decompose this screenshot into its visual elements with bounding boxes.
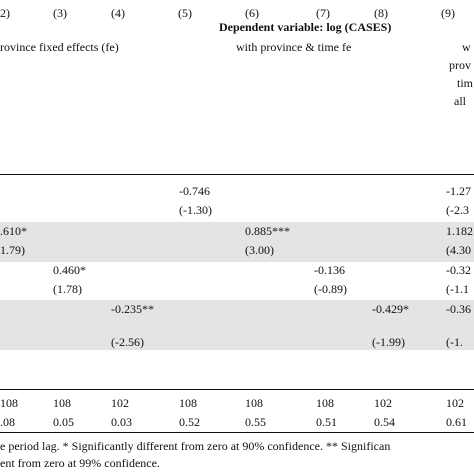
shaded-row-band bbox=[0, 222, 474, 262]
tstat-cell: (-1. bbox=[446, 335, 463, 349]
coef-cell: -0.746 bbox=[179, 184, 210, 198]
shaded-row-band bbox=[0, 300, 474, 350]
table-note-line: e period lag. * Significantly different … bbox=[0, 439, 391, 453]
table-rule-body-bottom bbox=[0, 389, 474, 390]
col9-header-line: w bbox=[462, 40, 471, 54]
coef-cell: -0.235** bbox=[111, 302, 154, 316]
tstat-cell: (3.00) bbox=[245, 243, 274, 257]
coef-cell: 1.182 bbox=[446, 224, 473, 238]
coef-cell: -0.136 bbox=[314, 263, 345, 277]
coef-cell: .610* bbox=[0, 224, 27, 238]
coef-cell: -0.429* bbox=[372, 302, 409, 316]
table-rule-header bbox=[0, 174, 474, 175]
r2-cell: .08 bbox=[0, 415, 15, 429]
obs-cell: 108 bbox=[316, 396, 334, 410]
dependent-variable-title: Dependent variable: log (CASES) bbox=[219, 20, 392, 34]
coef-cell: 0.460* bbox=[53, 263, 86, 277]
obs-cell: 108 bbox=[179, 396, 197, 410]
tstat-cell: (-2.56) bbox=[111, 335, 144, 349]
col-number-4: (4) bbox=[111, 6, 125, 20]
col-number-8: (8) bbox=[374, 6, 388, 20]
col-number-3: (3) bbox=[53, 6, 67, 20]
col9-header-line: all bbox=[454, 94, 466, 108]
col9-header-line: prov bbox=[449, 58, 471, 72]
r2-cell: 0.55 bbox=[245, 415, 266, 429]
group-label-province-time-fe: with province & time fe bbox=[236, 40, 352, 54]
obs-cell: 108 bbox=[53, 396, 71, 410]
group-label-province-fe: rovince fixed effects (fe) bbox=[0, 40, 119, 54]
coef-cell: -1.27 bbox=[446, 184, 471, 198]
col9-header-line: tim bbox=[457, 76, 474, 90]
table-rule-bottom bbox=[0, 432, 474, 433]
col-number-7: (7) bbox=[316, 6, 330, 20]
col-number-6: (6) bbox=[245, 6, 259, 20]
tstat-cell: (-1.1 bbox=[446, 282, 469, 296]
tstat-cell: (1.78) bbox=[53, 282, 82, 296]
tstat-cell: (-1.30) bbox=[179, 203, 212, 217]
obs-cell: 108 bbox=[245, 396, 263, 410]
r2-cell: 0.61 bbox=[446, 415, 467, 429]
r2-cell: 0.52 bbox=[179, 415, 200, 429]
obs-cell: 108 bbox=[0, 396, 18, 410]
tstat-cell: (-0.89) bbox=[314, 282, 347, 296]
tstat-cell: (4.30 bbox=[446, 243, 471, 257]
col-number-2: 2) bbox=[0, 6, 10, 20]
r2-cell: 0.54 bbox=[374, 415, 395, 429]
obs-cell: 102 bbox=[374, 396, 392, 410]
r2-cell: 0.03 bbox=[111, 415, 132, 429]
col-number-9: (9) bbox=[441, 6, 455, 20]
coef-cell: -0.36 bbox=[446, 302, 471, 316]
coef-cell: -0.32 bbox=[446, 263, 471, 277]
r2-cell: 0.51 bbox=[316, 415, 337, 429]
r2-cell: 0.05 bbox=[53, 415, 74, 429]
coef-cell: 0.885*** bbox=[245, 224, 290, 238]
obs-cell: 102 bbox=[111, 396, 129, 410]
tstat-cell: (-2.3 bbox=[446, 203, 469, 217]
obs-cell: 102 bbox=[446, 396, 464, 410]
col-number-5: (5) bbox=[178, 6, 192, 20]
tstat-cell: (-1.99) bbox=[372, 335, 405, 349]
table-note-line: ent from zero at 99% confidence. bbox=[0, 456, 160, 470]
tstat-cell: 1.79) bbox=[0, 243, 25, 257]
